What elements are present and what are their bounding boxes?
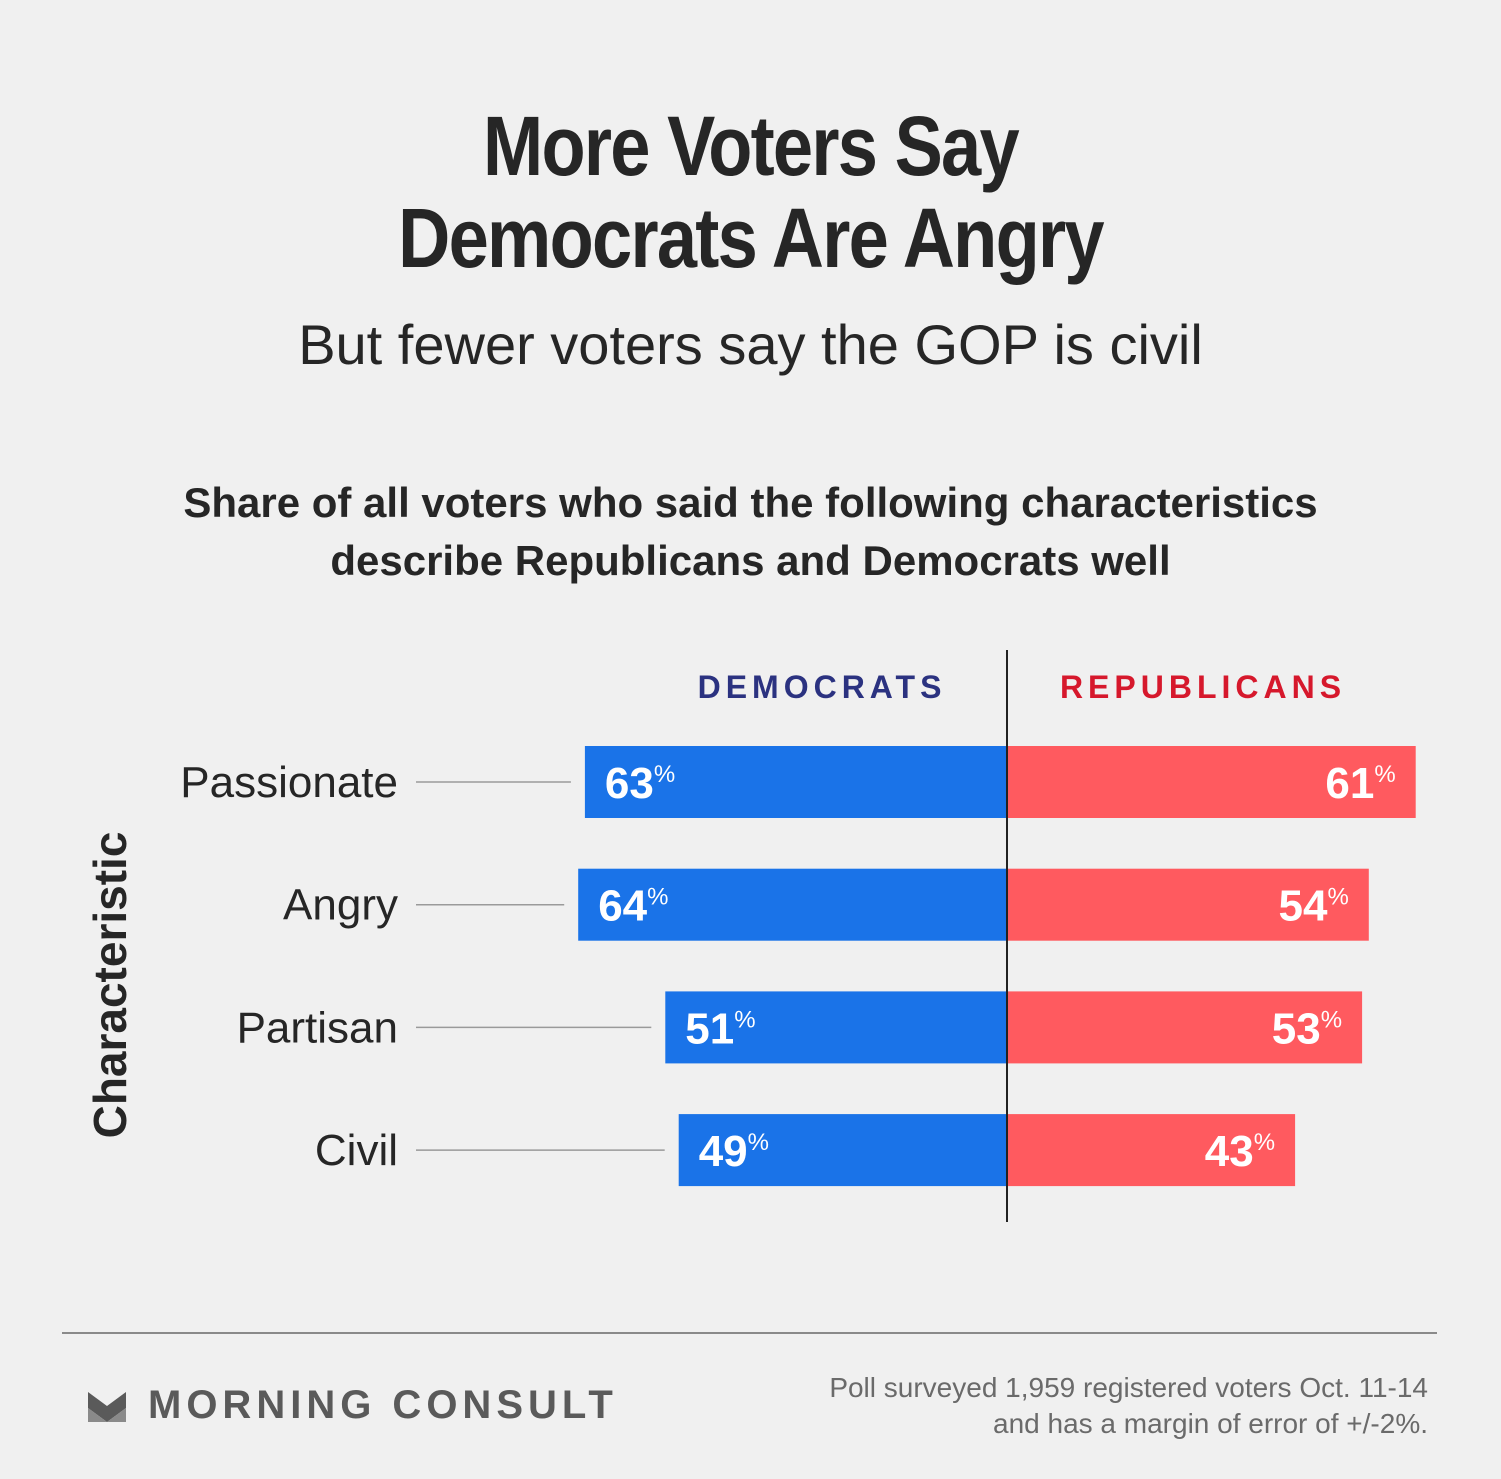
brand-name: MORNING CONSULT xyxy=(148,1382,618,1427)
diverging-bar-chart: DEMOCRATS REPUBLICANS Characteristic Passio… xyxy=(84,650,1416,1222)
bar-republicans-angry xyxy=(1007,868,1369,941)
category-label-passionate: Passionate xyxy=(180,758,398,807)
chart-title: Share of all voters who said the followi… xyxy=(0,474,1501,590)
bar-democrats-angry xyxy=(578,868,1007,941)
bar-republicans-partisan xyxy=(1007,991,1363,1064)
value-label-republicans-angry: 54% xyxy=(1279,882,1349,931)
legend-democrats: DEMOCRATS xyxy=(698,669,947,705)
y-axis-title: Characteristic xyxy=(84,832,136,1139)
value-label-republicans-civil: 43% xyxy=(1205,1127,1275,1176)
brand-logo: MORNING CONSULT xyxy=(88,1382,618,1428)
value-label-republicans-passionate: 61% xyxy=(1325,759,1395,808)
bar-democrats-passionate xyxy=(584,746,1007,818)
footnote-line-1: Poll surveyed 1,959 registered voters Oc… xyxy=(829,1372,1428,1403)
title-line-2: Democrats Are Angry xyxy=(398,191,1104,285)
footer-divider xyxy=(62,1332,1437,1334)
chart-title-line-2: describe Republicans and Democrats well xyxy=(330,537,1171,584)
bar-republicans-passionate xyxy=(1007,746,1416,818)
morning-consult-logo-icon xyxy=(88,1392,126,1422)
category-label-civil: Civil xyxy=(315,1126,398,1175)
category-label-partisan: Partisan xyxy=(237,1003,398,1052)
category-label-angry: Angry xyxy=(283,881,398,930)
title-line-1: More Voters Say xyxy=(483,99,1020,193)
value-label-democrats-civil: 49% xyxy=(699,1127,769,1176)
bar-democrats-civil xyxy=(678,1114,1007,1187)
page-subtitle: But fewer voters say the GOP is civil xyxy=(298,313,1203,376)
bar-republicans-civil xyxy=(1007,1114,1296,1187)
page-title: More Voters Say Democrats Are Angry xyxy=(105,100,1396,284)
value-label-democrats-angry: 64% xyxy=(598,882,668,931)
value-label-republicans-partisan: 53% xyxy=(1272,1004,1342,1053)
survey-footnote: Poll surveyed 1,959 registered voters Oc… xyxy=(829,1370,1428,1442)
value-label-democrats-partisan: 51% xyxy=(685,1004,755,1053)
chart-title-line-1: Share of all voters who said the followi… xyxy=(183,479,1318,526)
footnote-line-2: and has a margin of error of +/-2%. xyxy=(993,1408,1428,1439)
value-label-democrats-passionate: 63% xyxy=(605,759,675,808)
bar-democrats-partisan xyxy=(665,991,1007,1064)
legend-republicans: REPUBLICANS xyxy=(1060,669,1346,705)
